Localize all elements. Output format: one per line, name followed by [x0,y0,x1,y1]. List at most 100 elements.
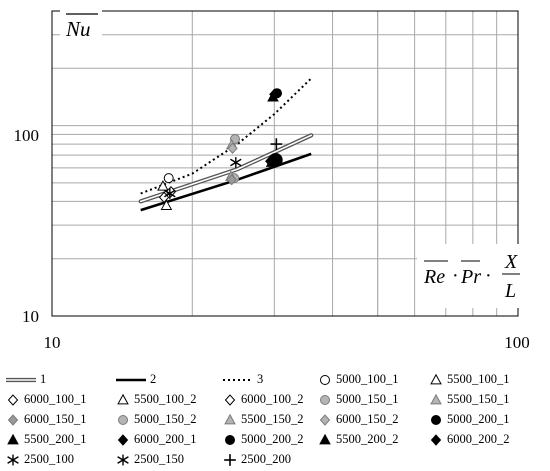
legend-label: 6000_150_1 [24,412,87,426]
legend-swatch [6,377,36,383]
series-line-3 [140,77,312,195]
legend-marker [117,454,129,466]
legend-swatch [116,378,146,382]
marker-2500_100 [164,188,176,199]
marker-6000_150_1 [226,173,237,186]
legend-swatch [7,433,19,445]
legend-label: 6000_150_2 [336,412,399,426]
legend-marker [7,394,19,406]
legend-label: 5000_150_1 [336,392,399,406]
legend-marker [319,433,331,445]
legend-swatch [224,394,236,406]
legend-swatch [7,394,19,406]
y-tick-label-100: 100 [14,126,40,145]
legend-swatch [319,414,331,426]
marker-6000_150_2 [227,142,238,155]
legend-label: 5500_200_2 [336,432,399,446]
marker-6000_200_1 [265,155,276,167]
marker-5500_100_2 [157,180,169,191]
legend-label: 5500_150_2 [241,412,304,426]
y-tick-label-10: 10 [22,307,39,326]
legend-swatch [223,379,253,381]
x-title-pr: Pr [460,266,481,288]
legend-marker-stroke [7,456,19,464]
legend-label: 6000_100_1 [24,392,87,406]
legend-marker [430,373,442,385]
legend-marker [320,375,330,385]
legend-label: 2500_150 [134,452,184,466]
marker-2500_200 [270,138,283,150]
marker-2500_100-stroke [164,189,176,198]
legend-swatch [7,454,19,466]
legend-swatch [320,395,330,405]
legend-label: 5500_200_1 [24,432,87,446]
chart-legend: 1 2 3 5000_100_1 5500_100_1 6000_100_1 5500_10… [0,362,550,471]
x-title-dot-1: · [452,265,459,287]
legend-marker [117,434,129,446]
x-title-dot-2: · [485,265,492,287]
marker-5500_100_1 [160,199,173,210]
legend-swatch [319,433,331,445]
legend-marker [430,393,442,405]
legend-marker [7,433,19,445]
marker-6000_200_2 [269,88,280,101]
x-title-background [417,244,523,308]
y-axis-title: Nu [65,17,91,41]
legend-swatch [430,434,442,446]
x-axis-title: Re · Pr · X L [423,251,520,302]
legend-marker [225,435,235,445]
marker-2500_150 [230,157,242,168]
legend-marker [117,393,129,405]
legend-marker [7,454,19,466]
y-title-background [60,10,102,42]
chart-plot: 10 100 10 100 Nu Re · Pr · X L [14,10,530,352]
legend-label: 5500_100_2 [134,392,197,406]
legend-label: 5000_200_2 [241,432,304,446]
x-title-denominator: L [504,280,516,302]
legend-label: 5000_150_2 [134,412,197,426]
plot-frame [51,10,519,317]
legend-label: 6000_200_1 [134,432,197,446]
legend-swatch [430,373,442,385]
legend-swatch [117,393,129,405]
legend-label: 6000_200_2 [447,432,510,446]
legend-label: 1 [40,372,47,386]
legend-swatch [118,415,128,425]
data-markers [157,88,283,210]
legend-swatch [320,375,330,385]
legend-label: 2500_100 [24,452,74,466]
legend-marker [224,454,236,466]
legend-label: 5000_100_1 [336,372,399,386]
x-title-numerator: X [504,251,518,273]
legend-label: 3 [257,372,264,386]
legend-swatch [430,393,442,405]
legend-marker [224,394,236,406]
legend-swatch [117,454,129,466]
legend-marker [118,415,128,425]
legend-label: 5500_150_1 [447,392,510,406]
x-title-re: Re [423,266,445,288]
x-tick-label-100: 100 [504,333,530,352]
legend-marker [320,395,330,405]
legend-label: 6000_100_2 [241,392,304,406]
legend-swatch [224,413,236,425]
legend-marker [431,415,441,425]
legend-swatch [224,454,236,466]
legend-label: 5000_200_1 [447,412,510,426]
legend-marker [319,414,331,426]
marker-6000_100_2 [165,185,177,198]
legend-marker-stroke [117,456,129,464]
x-tick-label-10: 10 [44,333,61,352]
legend-label: 5500_100_1 [447,372,510,386]
legend-swatch [225,435,235,445]
marker-2500_150-stroke [230,158,242,167]
legend-marker [224,413,236,425]
marker-5000_100_1 [163,173,174,184]
legend-swatch [117,434,129,446]
legend-marker [430,434,442,446]
legend-swatch [7,414,19,426]
legend-marker [7,414,19,426]
legend-label: 2 [150,372,157,386]
legend-label: 2500_200 [241,452,291,466]
legend-swatch [431,415,441,425]
